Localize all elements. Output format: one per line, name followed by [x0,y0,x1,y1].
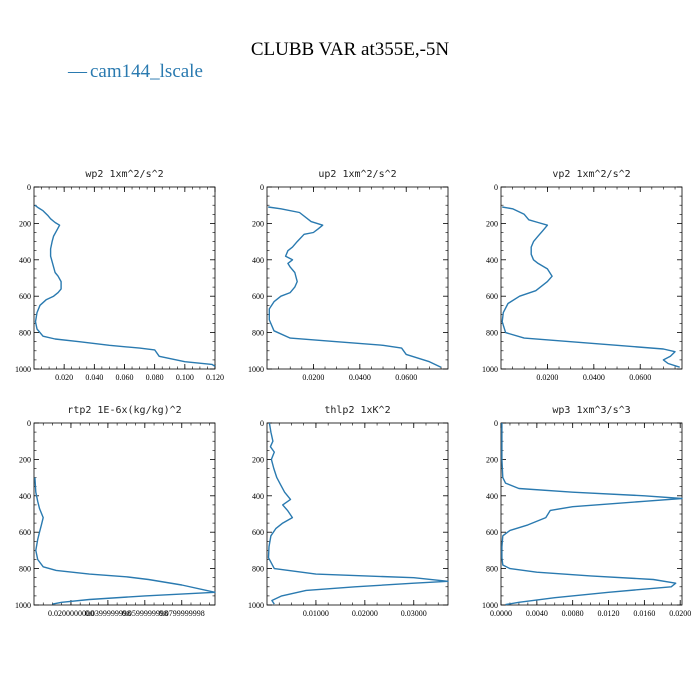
y-tick-label: 400 [486,492,498,501]
panels-grid: wp2 1xm^2/s^2 0 200 400 600 800 1000 0.020 0.040… [15,169,691,618]
y-tick-label: 1000 [482,601,498,610]
y-tick-label: 400 [19,492,31,501]
y-tick-label: 800 [252,565,264,574]
y-tick-label: 1000 [248,601,264,610]
panel-title: up2 1xm^2/s^2 [318,169,396,180]
y-tick-label: 600 [252,528,264,537]
y-tick-label: 400 [486,256,498,265]
y-tick-label: 0 [27,419,31,428]
y-tick-label: 200 [486,455,498,464]
y-tick-label: 400 [19,256,31,265]
y-tick-label: 800 [486,329,498,338]
y-tick-label: 400 [252,256,264,265]
legend-symbol: — [67,61,88,82]
x-tick-label: 0.0600 [629,373,651,382]
x-tick-label: 0.0120 [598,609,620,618]
x-tick-label: 0.02000 [352,609,378,618]
panel-1: wp2 1xm^2/s^2 0 200 400 600 800 1000 0.020 0.040… [15,169,224,382]
x-tick-label: 0.03000 [401,609,427,618]
y-tick-label: 400 [252,492,264,501]
legend: — cam144_lscale [67,61,203,82]
series-line [34,477,216,605]
panel-3: vp2 1xm^2/s^2 0 200 400 600 800 1000 0.0200 0.04… [482,169,683,382]
x-tick-label: 0.0200 [536,373,558,382]
x-tick-label: 0.080 [146,373,164,382]
x-tick-label: 0.120 [206,373,224,382]
series-line [501,423,683,606]
y-tick-label: 600 [486,528,498,537]
x-tick-label: 0.0200000000 [48,609,94,618]
y-tick-label: 0 [260,183,264,192]
panel-2: up2 1xm^2/s^2 0 200 400 600 800 1000 0.0200 0.04… [248,169,449,382]
x-tick-label: 0.040 [85,373,103,382]
y-tick-label: 600 [252,292,264,301]
y-tick-label: 200 [19,219,31,228]
y-tick-label: 1000 [15,601,31,610]
x-tick-label: 0.0200 [302,373,324,382]
y-tick-label: 0 [260,419,264,428]
x-tick-label: 0.0080 [562,609,584,618]
series-line [268,206,442,368]
x-tick-label: 0.060 [116,373,134,382]
y-tick-label: 800 [252,329,264,338]
x-tick-label: 0.020 [55,373,73,382]
figure-title: CLUBB VAR at355E,-5N [251,39,450,60]
y-tick-label: 0 [494,419,498,428]
panel-5: thlp2 1xK^2 0 200 400 600 800 1000 0.01000 0.020… [248,405,449,618]
x-tick-label: 0.0799999998 [159,609,205,618]
y-tick-label: 200 [19,455,31,464]
series-line [34,204,216,367]
series-line [501,206,680,368]
y-tick-label: 800 [19,329,31,338]
x-tick-label: 0.0400 [349,373,371,382]
x-tick-label: 0.0400 [583,373,605,382]
legend-label: cam144_lscale [90,61,203,82]
y-tick-label: 200 [252,219,264,228]
y-tick-label: 0 [494,183,498,192]
y-tick-label: 1000 [482,365,498,374]
x-tick-label: 0.0040 [526,609,548,618]
y-tick-label: 0 [27,183,31,192]
x-tick-label: 0.0599999998 [122,609,168,618]
x-tick-label: 0.0000 [490,609,512,618]
x-tick-label: 0.0399999998 [85,609,131,618]
series-line [267,422,449,605]
y-tick-label: 200 [486,219,498,228]
x-tick-label: 0.01000 [303,609,329,618]
y-tick-label: 600 [486,292,498,301]
x-tick-label: 0.0160 [633,609,655,618]
panel-title: thlp2 1xK^2 [324,405,390,416]
panel-title: vp2 1xm^2/s^2 [552,169,630,180]
x-tick-label: 0.0200 [669,609,691,618]
y-tick-label: 1000 [248,365,264,374]
panel-title: rtp2 1E-6x(kg/kg)^2 [67,405,181,416]
x-tick-label: 0.100 [176,373,194,382]
y-tick-label: 600 [19,528,31,537]
panel-title: wp3 1xm^3/s^3 [552,405,630,416]
y-tick-label: 800 [486,565,498,574]
y-tick-label: 600 [19,292,31,301]
panel-title: wp2 1xm^2/s^2 [85,169,163,180]
y-tick-label: 1000 [15,365,31,374]
y-tick-label: 800 [19,565,31,574]
y-tick-label: 200 [252,455,264,464]
panel-4: rtp2 1E-6x(kg/kg)^2 0 200 400 600 800 1000 0.02… [15,405,216,618]
x-tick-label: 0.0600 [395,373,417,382]
